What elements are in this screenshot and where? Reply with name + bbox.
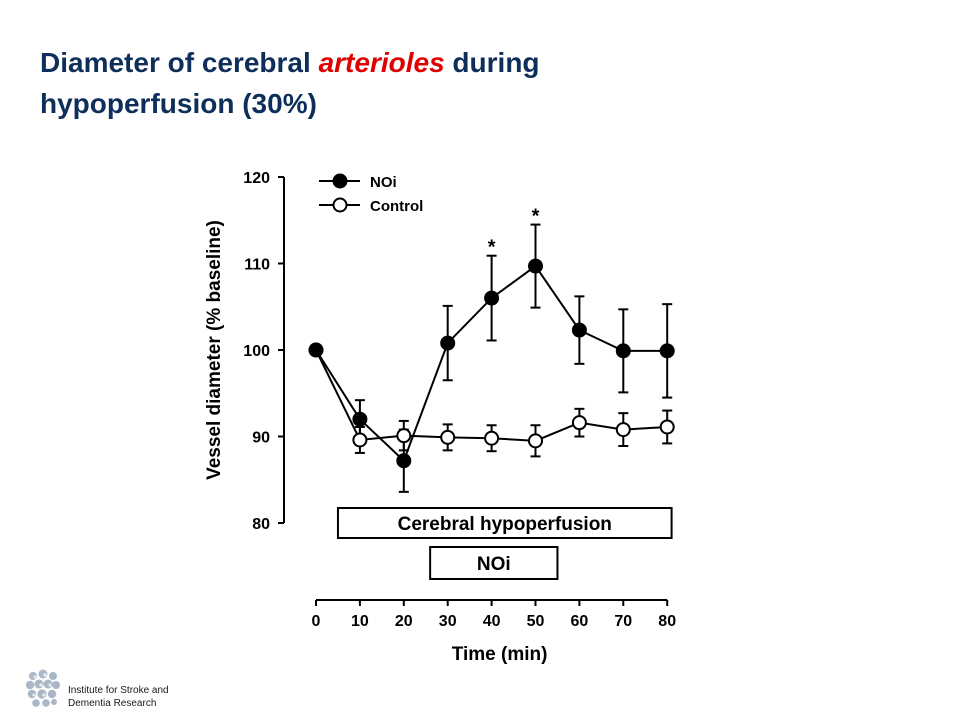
point-noi-70 xyxy=(615,343,631,359)
point-noi-40 xyxy=(484,290,500,306)
title-text-1: Diameter of cerebral xyxy=(40,47,319,78)
title-accent: arterioles xyxy=(318,47,445,78)
y-tick-label-120: 120 xyxy=(243,170,270,187)
x-tick-label-80: 80 xyxy=(658,613,676,630)
point-noi-20 xyxy=(396,453,412,469)
period-box-0 xyxy=(336,507,673,539)
institute-name: Institute for Stroke and Dementia Resear… xyxy=(68,684,169,710)
y-tick-label-80: 80 xyxy=(252,516,270,533)
x-axis-label: Time (min) xyxy=(452,644,548,665)
title-text-2: during xyxy=(444,47,540,78)
point-noi-60 xyxy=(571,322,587,338)
x-tick-label-20: 20 xyxy=(395,613,413,630)
x-tick-label-70: 70 xyxy=(614,613,632,630)
point-control-80 xyxy=(659,419,675,435)
y-tick-label-100: 100 xyxy=(243,343,270,360)
x-tick-label-10: 10 xyxy=(351,613,369,630)
x-tick-label-40: 40 xyxy=(483,613,501,630)
brain-logo-icon xyxy=(25,669,60,707)
y-axis-label: Vessel diameter (% baseline) xyxy=(204,220,225,480)
legend-label-noi: NOi xyxy=(370,174,397,191)
point-noi-50 xyxy=(528,258,543,274)
x-tick-label-50: 50 xyxy=(527,613,545,630)
y-tick-label-110: 110 xyxy=(244,257,270,274)
x-tick-label-30: 30 xyxy=(439,613,457,630)
period-label-1: NOi xyxy=(477,554,511,575)
legend-label-control: Control xyxy=(370,198,423,215)
period-label-0: Cerebral hypoperfusion xyxy=(398,514,612,535)
point-control-60 xyxy=(571,415,587,431)
legend-marker-noi xyxy=(332,173,348,189)
x-tick-label-60: 60 xyxy=(571,613,589,630)
point-control-20 xyxy=(396,428,412,444)
point-control-70 xyxy=(615,422,631,438)
y-tick-label-90: 90 xyxy=(252,430,270,447)
institute-line-1: Institute for Stroke and xyxy=(68,685,169,696)
institute-line-2: Dementia Research xyxy=(68,698,157,709)
point-control-10 xyxy=(352,432,368,448)
x-tick-label-0: 0 xyxy=(312,613,321,630)
point-noi-0 xyxy=(308,342,324,358)
point-control-50 xyxy=(528,433,543,449)
title-line-2: hypoperfusion (30%) xyxy=(40,88,317,119)
period-box-1 xyxy=(429,546,559,580)
slide-title: Diameter of cerebral arterioles during h… xyxy=(40,42,540,124)
significance-marker-40: * xyxy=(488,237,496,259)
point-noi-30 xyxy=(440,335,456,351)
legend-marker-control xyxy=(332,197,348,213)
point-control-40 xyxy=(484,430,500,446)
significance-marker-50: * xyxy=(532,206,540,228)
title-line-1: Diameter of cerebral arterioles during xyxy=(40,42,540,83)
point-control-30 xyxy=(440,429,456,445)
point-noi-10 xyxy=(352,411,368,427)
point-noi-80 xyxy=(659,343,675,359)
